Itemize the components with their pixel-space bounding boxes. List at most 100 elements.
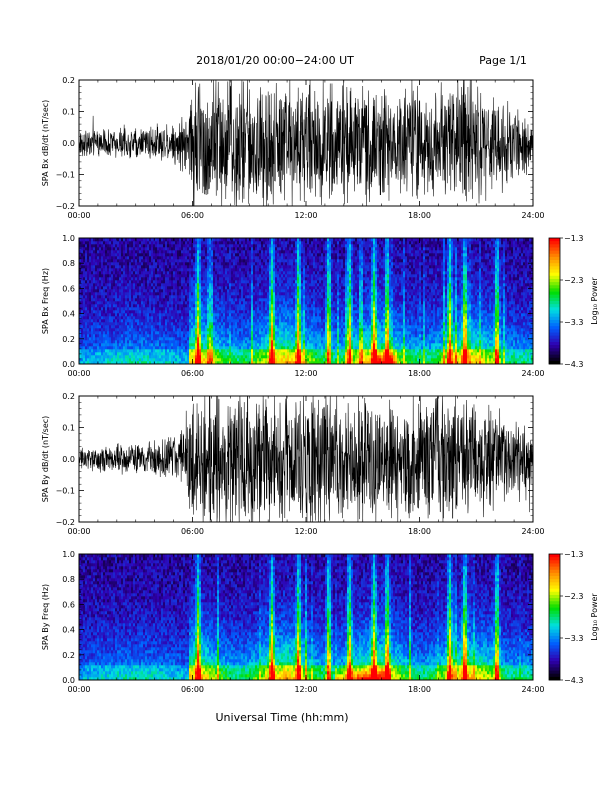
spectrogram-cell: [257, 298, 259, 301]
spectrogram-cell: [111, 259, 113, 262]
spectrogram-cell: [233, 241, 235, 244]
spectrogram-cell: [137, 355, 139, 358]
spectrogram-cell: [197, 322, 199, 325]
spectrogram-cell: [291, 313, 293, 316]
spectrogram-cell: [127, 250, 129, 253]
spectrogram-cell: [281, 289, 283, 292]
spectrogram-cell: [103, 304, 105, 307]
spectrogram-cell: [167, 289, 169, 292]
spectrogram-cell: [283, 307, 285, 310]
spectrogram-cell: [277, 253, 279, 256]
spectrogram-cell: [271, 304, 273, 307]
spectrogram-cell: [107, 331, 109, 334]
spectrogram-cell: [253, 334, 255, 337]
spectrogram-cell: [99, 247, 101, 250]
spectrogram-cell: [225, 274, 227, 277]
spectrogram-cell: [257, 322, 259, 325]
spectrogram-cell: [129, 298, 131, 301]
spectrogram-cell: [267, 289, 269, 292]
spectrogram-cell: [229, 286, 231, 289]
spectrogram-cell: [217, 292, 219, 295]
spectrogram-cell: [147, 346, 149, 349]
spectrogram-cell: [259, 292, 261, 295]
spectrogram-cell: [159, 298, 161, 301]
spectrogram-cell: [289, 259, 291, 262]
spectrogram-cell: [285, 325, 287, 328]
spectrogram-cell: [235, 319, 237, 322]
spectrogram-cell: [95, 274, 97, 277]
spectrogram-cell: [291, 262, 293, 265]
spectrogram-cell: [91, 280, 93, 283]
spectrogram-cell: [101, 292, 103, 295]
spectrogram-cell: [139, 250, 141, 253]
spectrogram-cell: [125, 292, 127, 295]
spectrogram-cell: [135, 250, 137, 253]
spectrogram-cell: [279, 283, 281, 286]
spectrogram-cell: [141, 244, 143, 247]
spectrogram-cell: [111, 334, 113, 337]
spectrogram-cell: [211, 304, 213, 307]
spectrogram-cell: [217, 271, 219, 274]
spectrogram-cell: [193, 307, 195, 310]
spectrogram-cell: [95, 358, 97, 361]
spectrogram-cell: [281, 310, 283, 313]
x-tick-label: 24:00: [521, 211, 544, 220]
spectrogram-cell: [107, 256, 109, 259]
spectrogram-cell: [271, 328, 273, 331]
spectrogram-cell: [93, 331, 95, 334]
spectrogram-cell: [101, 313, 103, 316]
spectrogram-cell: [177, 277, 179, 280]
spectrogram-cell: [171, 244, 173, 247]
spectrogram-cell: [195, 241, 197, 244]
spectrogram-cell: [223, 277, 225, 280]
spectrogram-cell: [187, 331, 189, 334]
spectrogram-cell: [199, 322, 201, 325]
spectrogram-cell: [181, 280, 183, 283]
spectrogram-cell: [305, 274, 307, 277]
spectrogram-cell: [211, 346, 213, 349]
spectrogram-cell: [261, 271, 263, 274]
spectrogram-cell: [221, 280, 223, 283]
spectrogram-cell: [137, 244, 139, 247]
spectrogram-cell: [287, 319, 289, 322]
spectrogram-cell: [263, 331, 265, 334]
spectrogram-cell: [163, 253, 165, 256]
y-axis-title: SPA Bx dB/dt (nT/sec): [41, 100, 50, 187]
spectrogram-cell: [211, 280, 213, 283]
spectrogram-cell: [123, 313, 125, 316]
spectrogram-cell: [141, 355, 143, 358]
spectrogram-cell: [255, 256, 257, 259]
spectrogram-cell: [245, 292, 247, 295]
spectrogram-cell: [235, 241, 237, 244]
spectrogram-cell: [197, 301, 199, 304]
spectrogram-cell: [143, 289, 145, 292]
spectrogram-cell: [137, 295, 139, 298]
spectrogram-cell: [131, 271, 133, 274]
spectrogram-cell: [183, 322, 185, 325]
spectrogram-cell: [259, 241, 261, 244]
spectrogram-cell: [205, 340, 207, 343]
spectrogram-cell: [209, 319, 211, 322]
spectrogram-cell: [111, 304, 113, 307]
spectrogram-cell: [235, 274, 237, 277]
spectrogram-cell: [177, 274, 179, 277]
spectrogram-cell: [129, 283, 131, 286]
spectrogram-cell: [89, 283, 91, 286]
spectrogram-cell: [99, 319, 101, 322]
spectrogram-cell: [303, 331, 305, 334]
spectrogram-cell: [311, 331, 313, 334]
spectrogram-cell: [105, 328, 107, 331]
spectrogram-cell: [199, 307, 201, 310]
spectrogram-cell: [103, 328, 105, 331]
spectrogram-cell: [265, 358, 267, 361]
spectrogram-cell: [223, 319, 225, 322]
spectrogram-cell: [227, 358, 229, 361]
spectrogram-cell: [183, 274, 185, 277]
spectrogram-cell: [153, 355, 155, 358]
spectrogram-cell: [149, 340, 151, 343]
spectrogram-cell: [211, 292, 213, 295]
spectrogram-cell: [113, 358, 115, 361]
spectrogram-cell: [253, 265, 255, 268]
spectrogram-cell: [275, 346, 277, 349]
spectrogram-cell: [87, 268, 89, 271]
